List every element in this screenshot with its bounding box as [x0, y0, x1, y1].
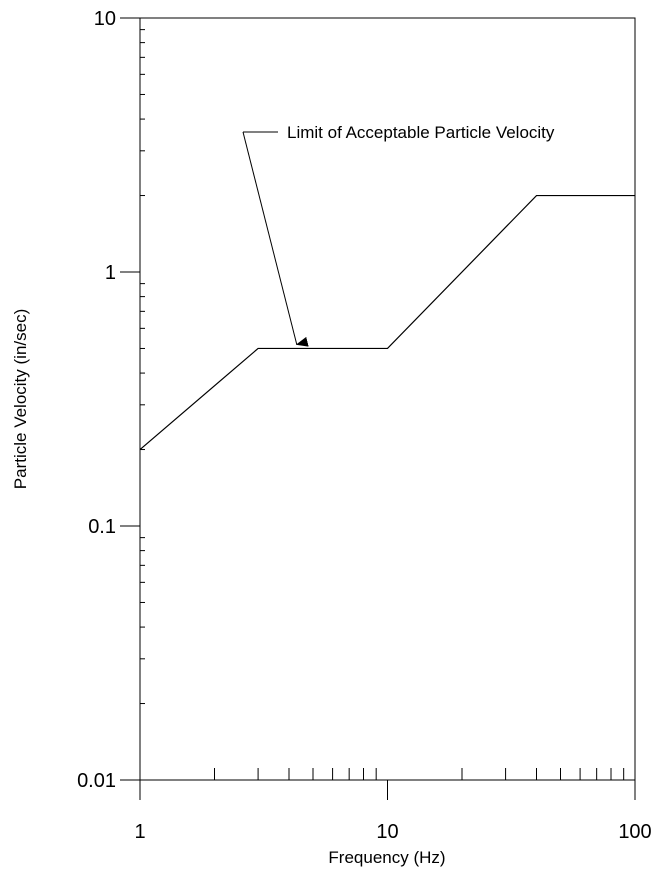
y-tick-label: 10: [94, 8, 116, 30]
limit-line: [139, 194, 635, 450]
y-tick-label: 1: [105, 262, 116, 284]
tick-labels: 0.01 0.1 1 10 1 10 100: [77, 8, 652, 843]
x-tick-label: 10: [376, 821, 398, 843]
x-tick-label: 1: [134, 821, 145, 843]
annotation-text: Limit of Acceptable Particle Velocity: [287, 123, 555, 142]
y-tick-label: 0.1: [88, 516, 116, 538]
x-axis-label: Frequency (Hz): [328, 848, 445, 867]
y-axis-label: Particle Velocity (in/sec): [11, 309, 30, 489]
annotation: Limit of Acceptable Particle Velocity: [242, 123, 555, 347]
x-tick-label: 100: [618, 821, 651, 843]
annotation-arrow: [242, 131, 309, 347]
minor-ticks: [140, 29, 625, 780]
y-tick-label: 0.01: [77, 770, 116, 792]
